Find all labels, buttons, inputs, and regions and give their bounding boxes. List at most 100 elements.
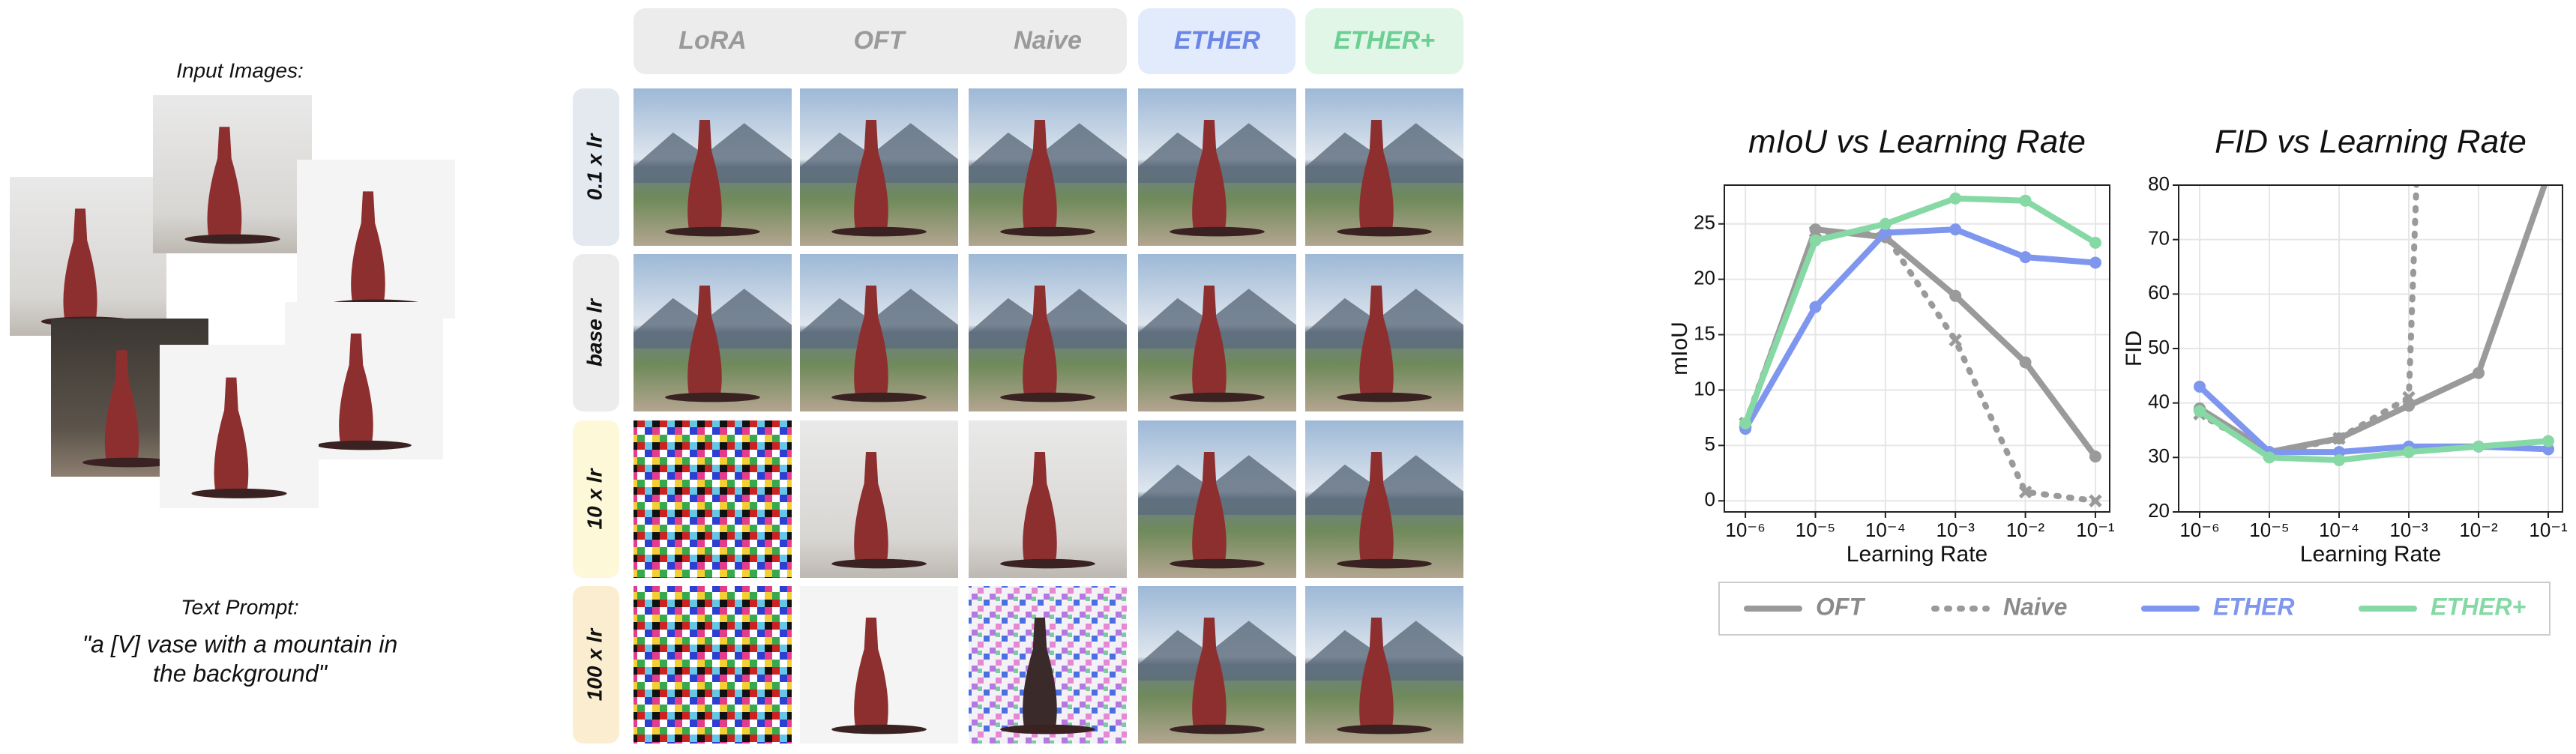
marker	[2018, 485, 2032, 499]
tray	[1170, 724, 1265, 735]
marker	[2402, 390, 2416, 405]
x-tick-label: 10⁻²	[2459, 519, 2498, 541]
vase	[1023, 452, 1057, 562]
y-axis-label: mIoU	[1667, 322, 1692, 376]
plot-area	[2193, 168, 2555, 466]
x-tick-label: 10⁻³	[2389, 519, 2428, 541]
axes-frame	[2178, 184, 2563, 513]
y-tick-label: 30	[2148, 444, 2170, 467]
marker	[2542, 435, 2555, 447]
vase	[351, 191, 385, 303]
x-tick-label: 10⁻⁴	[2319, 519, 2359, 541]
axes-frame	[1724, 184, 2110, 513]
marker	[2089, 494, 2102, 507]
tray	[191, 488, 287, 498]
method-header: Naive	[1014, 26, 1082, 55]
marker	[1879, 217, 1892, 230]
vase	[854, 120, 888, 230]
mountain	[1305, 455, 1463, 515]
method-header: ETHER+	[1334, 26, 1435, 55]
input-label: Input Images:	[176, 58, 304, 82]
marker	[2333, 453, 2346, 466]
marker	[1879, 226, 1892, 239]
y-tick-label: 20	[1694, 267, 1715, 289]
prompt-label: Text Prompt:	[181, 595, 299, 618]
photo	[634, 586, 792, 744]
vase	[1192, 120, 1227, 230]
mountain	[1138, 455, 1296, 515]
method-header: LoRA	[678, 26, 747, 55]
marker	[2019, 356, 2032, 369]
legend-label: Naive	[2003, 593, 2067, 620]
scale-label-box	[573, 254, 619, 411]
y-tick-label: 60	[2148, 281, 2170, 304]
photo	[634, 420, 792, 578]
tray	[831, 558, 927, 569]
y-tick-label: 25	[1694, 211, 1715, 234]
y-tick-label: 0	[1705, 488, 1715, 510]
method-header: ETHER	[1174, 26, 1261, 55]
y-tick-label: 80	[2148, 172, 2170, 195]
scale-label: 10 x lr	[583, 467, 606, 529]
marker	[2473, 440, 2485, 453]
series-line	[2197, 408, 2552, 463]
mountain	[800, 289, 958, 349]
x-tick-label: 10⁻⁵	[1796, 519, 1835, 541]
tray	[665, 392, 760, 402]
mountain	[969, 123, 1127, 183]
x-axis-label: Learning Rate	[2300, 542, 2441, 567]
scale-label-box	[573, 88, 619, 246]
vase	[207, 127, 242, 238]
vase	[854, 618, 888, 728]
tray	[831, 392, 927, 402]
legend-label: ETHER+	[2431, 593, 2526, 620]
tray	[1337, 226, 1432, 237]
tray	[1170, 558, 1265, 569]
mountain	[1138, 123, 1296, 183]
marker	[2263, 451, 2276, 464]
vase	[854, 452, 888, 562]
prompt-line: the background"	[153, 660, 328, 687]
marker	[2542, 168, 2554, 180]
legend-label: ETHER	[2213, 593, 2294, 620]
marker	[2019, 251, 2032, 264]
marker	[2403, 446, 2416, 459]
marker	[1809, 234, 1822, 247]
x-tick-label: 10⁻⁶	[1725, 519, 1765, 541]
tray	[1000, 392, 1095, 402]
marker	[2019, 194, 2032, 207]
legend-label: OFT	[1816, 593, 1865, 620]
chart-title: FID vs Learning Rate	[2215, 124, 2527, 160]
tray	[1170, 226, 1265, 237]
vase	[687, 286, 722, 396]
vase	[854, 286, 888, 396]
tray	[831, 724, 927, 735]
chart-title: mIoU vs Learning Rate	[1748, 124, 2086, 160]
marker	[1949, 289, 1962, 302]
y-axis-label: FID	[2122, 331, 2146, 367]
marker	[1739, 417, 1752, 429]
mountain	[1305, 123, 1463, 183]
mountain	[1138, 621, 1296, 681]
mountain	[634, 123, 792, 183]
tray	[1000, 226, 1095, 237]
marker	[2089, 256, 2101, 269]
y-tick-label: 50	[2148, 336, 2170, 358]
tray	[1000, 558, 1095, 569]
tray	[831, 226, 927, 237]
vase	[339, 334, 373, 444]
marker	[1809, 301, 1822, 313]
baseline-header-box	[634, 8, 1127, 74]
scale-label: 100 x lr	[583, 627, 606, 702]
vase	[1192, 452, 1227, 562]
etherplus-header-box	[1305, 8, 1463, 74]
y-tick-label: 70	[2148, 227, 2170, 250]
y-tick-label: 5	[1705, 432, 1715, 455]
tray	[1337, 392, 1432, 402]
vase	[1023, 120, 1057, 230]
marker	[2193, 380, 2206, 393]
tray	[1337, 558, 1432, 569]
vase	[1359, 618, 1394, 728]
mountain	[1305, 621, 1463, 681]
scale-label: 0.1 x lr	[583, 133, 606, 201]
